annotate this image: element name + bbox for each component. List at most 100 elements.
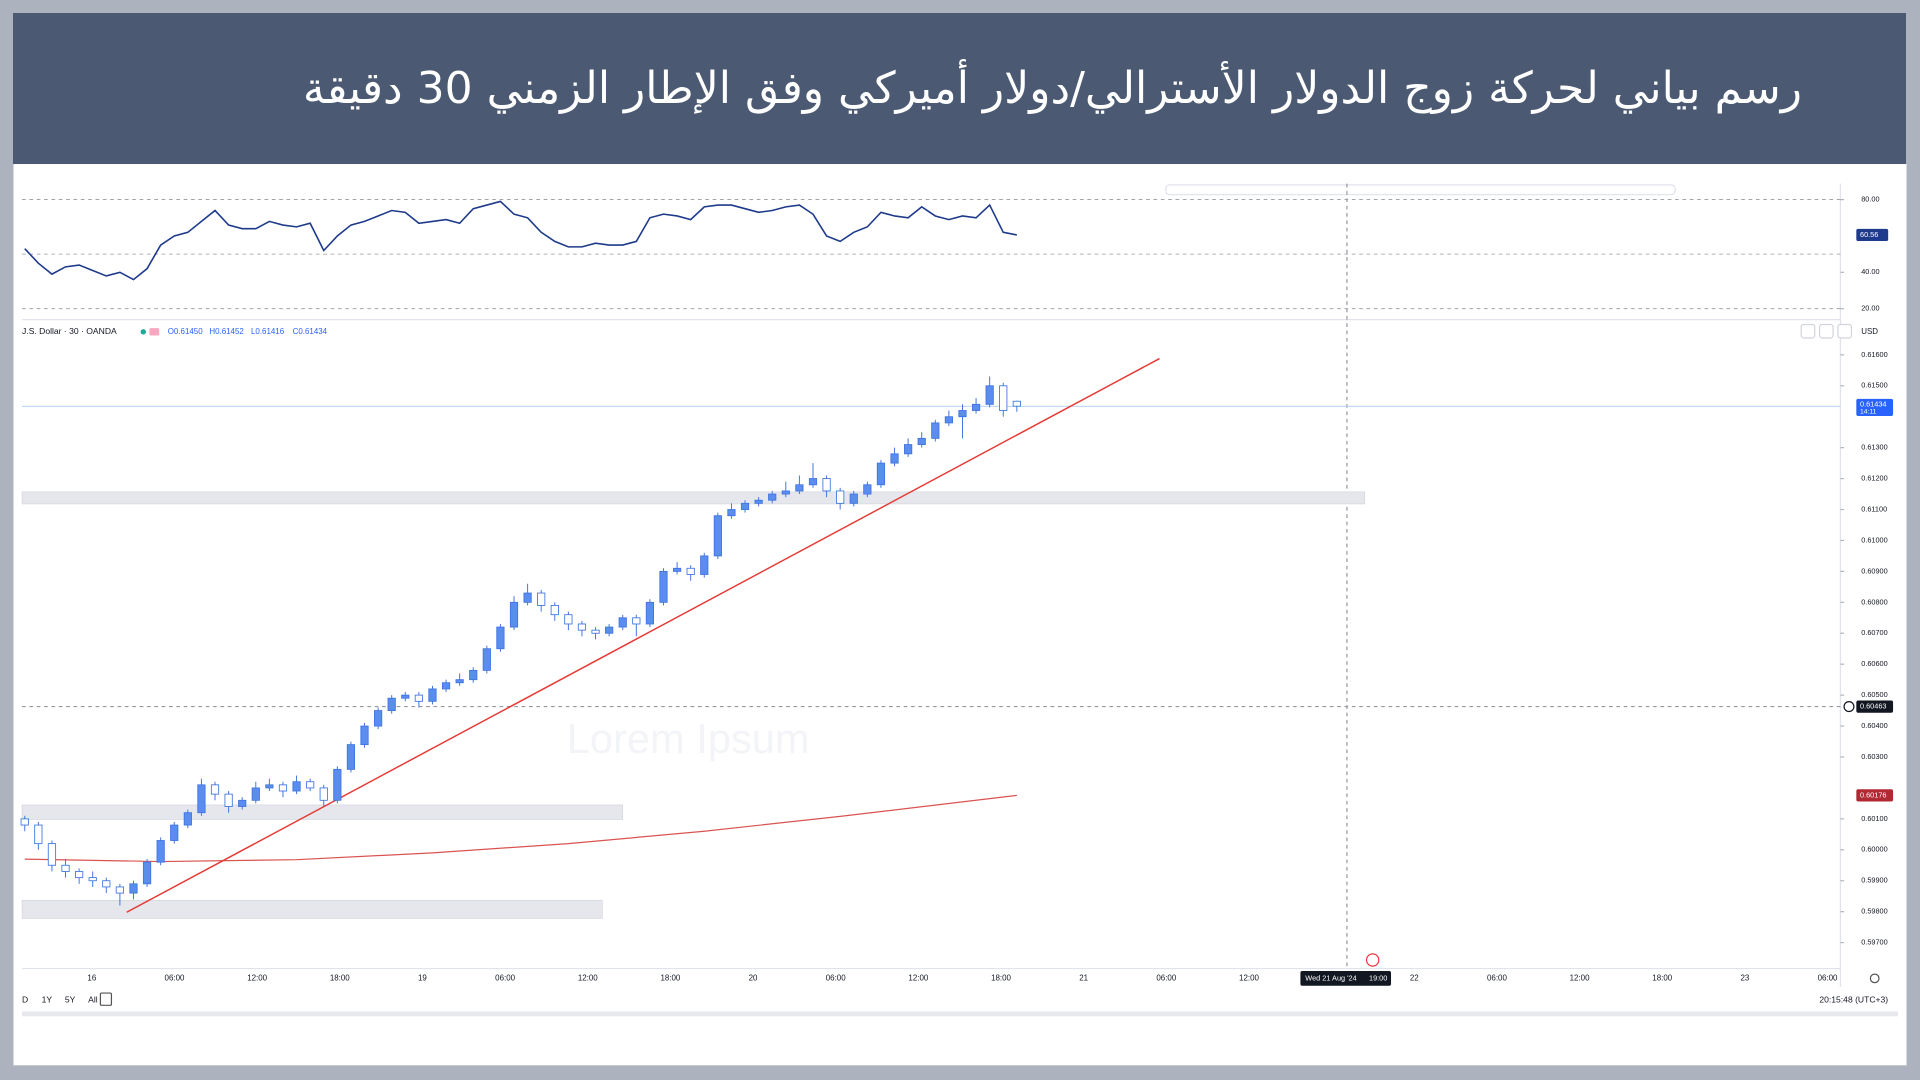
add-alert-icon[interactable] xyxy=(1843,701,1855,713)
rsi-tag xyxy=(1856,228,1889,242)
price-tick-label: 0.60700 xyxy=(1861,628,1888,637)
bottom-scrollbar xyxy=(22,1011,1898,1017)
candle-body xyxy=(1012,400,1021,407)
price-tick-label: 0.60500 xyxy=(1861,690,1888,699)
price-tick-label: 0.60400 xyxy=(1861,721,1888,730)
time-label: 18:00 xyxy=(330,973,350,982)
time-label: 06:00 xyxy=(1156,973,1176,982)
candle-body xyxy=(401,694,410,699)
candle-body xyxy=(971,403,981,411)
time-label: 12:00 xyxy=(1239,973,1259,982)
time-label: 16 xyxy=(87,973,96,982)
last-price-tag xyxy=(1856,398,1894,416)
crosshair-price-label: 0.60463 xyxy=(1860,702,1887,711)
time-label: 21 xyxy=(1079,973,1088,982)
candle-body xyxy=(822,478,831,492)
price-tick-label: 0.60000 xyxy=(1861,845,1888,854)
time-label: 06:00 xyxy=(826,973,846,982)
symbol-label: J.S. Dollar · 30 · OANDA xyxy=(22,326,117,336)
candle-body xyxy=(523,592,532,603)
candle-body xyxy=(333,768,342,801)
refresh-button[interactable] xyxy=(1837,323,1853,339)
range-button[interactable]: All xyxy=(88,995,98,1005)
header: رسم بياني لحركة زوج الدولار الأسترالي/دو… xyxy=(13,13,1906,164)
candle-body xyxy=(577,623,587,631)
candle-body xyxy=(496,626,505,650)
last-price-tag-label: 0.61434 xyxy=(1860,399,1887,408)
candle-body xyxy=(142,861,152,885)
price-tick-label: 0.61000 xyxy=(1861,535,1888,544)
ohlc-value: H0.61452 xyxy=(209,327,244,336)
candle-body xyxy=(876,462,886,486)
time-label: 22 xyxy=(1410,973,1419,982)
candle-body xyxy=(387,697,396,712)
candle-body xyxy=(414,694,423,702)
candle-body xyxy=(849,493,858,504)
time-label: 18:00 xyxy=(1652,973,1672,982)
arrow-button[interactable] xyxy=(1800,323,1816,339)
candle-body xyxy=(768,493,777,501)
range-button[interactable]: 5Y xyxy=(65,995,76,1005)
time-label: 12:00 xyxy=(578,973,598,982)
range-button[interactable]: 1Y xyxy=(42,995,53,1005)
moving-average xyxy=(24,794,1017,863)
price-tick-label: 0.61300 xyxy=(1861,443,1888,452)
price-tick-label: 0.59900 xyxy=(1861,876,1888,885)
rsi-tick-label: 80.00 xyxy=(1861,195,1879,204)
candle-body xyxy=(47,843,57,866)
range-button[interactable]: D xyxy=(22,995,28,1005)
price-tick-label: 0.60300 xyxy=(1861,752,1888,761)
candle-body xyxy=(985,385,994,405)
date-range-icon[interactable] xyxy=(99,992,113,1006)
candle-body xyxy=(360,725,369,746)
candle-body xyxy=(265,784,274,789)
price-tick-label: 0.61200 xyxy=(1861,474,1888,483)
price-tick-label: 0.60900 xyxy=(1861,566,1888,575)
candle-body xyxy=(251,787,260,801)
candle-body xyxy=(645,601,655,625)
time-label: 18:00 xyxy=(660,973,680,982)
time-label: 06:00 xyxy=(1487,973,1507,982)
time-label: 06:00 xyxy=(165,973,185,982)
candle-body xyxy=(34,824,43,845)
drawing-toolbar xyxy=(1165,184,1676,196)
candle-body xyxy=(550,604,559,616)
time-label: 12:00 xyxy=(1570,973,1590,982)
candle-body xyxy=(917,437,926,445)
candle-body xyxy=(509,601,519,628)
candle-body xyxy=(781,490,790,495)
market-status xyxy=(140,329,146,335)
crosshair-time-label: Wed 21 Aug '24 xyxy=(1305,973,1356,982)
candle-body xyxy=(102,880,111,888)
rsi-tag-label: 60.56 xyxy=(1860,230,1878,239)
price-tick-label: 0.60800 xyxy=(1861,597,1888,606)
ma-tag xyxy=(1856,789,1894,802)
candle-body xyxy=(292,781,301,792)
settings-icon[interactable] xyxy=(1869,973,1880,984)
time-label: 06:00 xyxy=(495,973,515,982)
candle-body xyxy=(754,499,763,504)
time-label: 12:00 xyxy=(247,973,267,982)
candle-body xyxy=(591,629,600,634)
candle-body xyxy=(61,864,70,872)
time-label: 19 xyxy=(418,973,427,982)
price-tick-label: 0.60600 xyxy=(1861,659,1888,668)
candle-body xyxy=(183,812,192,826)
crosshair-price-tag xyxy=(1856,700,1894,713)
fullscreen-button[interactable] xyxy=(1818,323,1834,339)
crosshair-clock-label: 19:00 xyxy=(1369,973,1387,982)
candle-body xyxy=(469,669,478,681)
flag-icon xyxy=(149,328,160,336)
candle-body xyxy=(740,502,750,510)
price-tick-label: 0.61100 xyxy=(1861,504,1887,513)
price-tick-label: 0.59700 xyxy=(1861,938,1888,947)
candle-body xyxy=(278,784,288,792)
candle-body xyxy=(170,824,179,841)
candle-body xyxy=(88,877,97,882)
price-tick-label: 0.59800 xyxy=(1861,907,1888,916)
candle-body xyxy=(700,555,709,575)
price-tick-label: 0.61500 xyxy=(1861,381,1888,390)
currency-label[interactable]: USD xyxy=(1861,327,1878,336)
price-tick-label: 0.60100 xyxy=(1861,814,1888,823)
event-icon[interactable] xyxy=(1365,953,1380,967)
